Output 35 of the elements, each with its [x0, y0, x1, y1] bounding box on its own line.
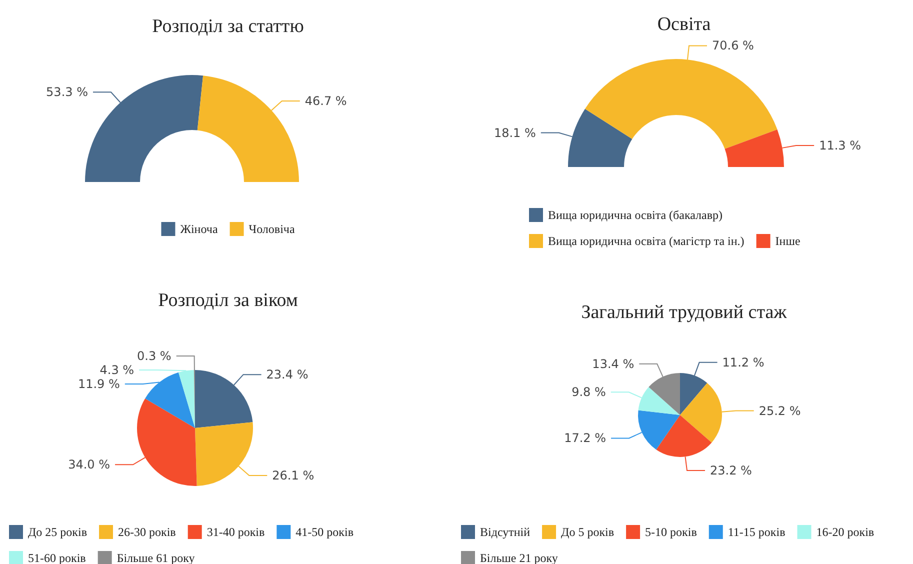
legend-label: 16-20 років: [816, 525, 874, 539]
chart-title: Розподіл за статтю: [152, 16, 304, 37]
data-label: 4.3 %: [100, 363, 134, 378]
data-label: 11.3 %: [819, 138, 862, 152]
legend-label: Вища юридична освіта (магістр та ін.): [548, 234, 744, 248]
data-label: 11.9 %: [78, 377, 120, 392]
data-label: 0.3 %: [137, 349, 172, 364]
legend-label: Жіноча: [180, 222, 218, 236]
chart-title: Загальний трудовий стаж: [581, 302, 788, 323]
data-label: 17.2 %: [564, 431, 606, 446]
data-label: 13.4 %: [592, 356, 634, 371]
legend-label: Інше: [775, 234, 800, 248]
data-label: 23.4 %: [266, 368, 308, 382]
data-label: 53.3 %: [46, 85, 88, 100]
data-label: 70.6 %: [712, 38, 754, 53]
chart-title: Освіта: [657, 14, 712, 35]
data-label: 18.1 %: [494, 126, 536, 140]
data-label: 46.7 %: [304, 94, 347, 108]
legend-label: Чоловіча: [248, 222, 296, 236]
legend-label: 26-30 років: [118, 525, 176, 539]
data-label: 9.8 %: [572, 385, 606, 400]
data-label: 11.2 %: [722, 355, 764, 370]
chart-title: Розподіл за віком: [158, 290, 298, 311]
legend-label: До 5 років: [561, 525, 614, 539]
data-label: 23.2 %: [710, 464, 752, 478]
legend-label: Вища юридична освіта (бакалавр): [548, 208, 723, 222]
legend-label: 41-50 років: [296, 525, 354, 539]
data-label: 26.1 %: [272, 468, 314, 482]
legend-label: 5-10 років: [645, 525, 698, 539]
data-label: 25.2 %: [758, 404, 801, 418]
legend-label: До 25 років: [28, 525, 88, 539]
legend-label: 31-40 років: [206, 525, 265, 539]
data-label: 34.0 %: [68, 458, 110, 472]
legend-label: 11-15 років: [728, 525, 786, 539]
legend-label: Відсутній: [480, 525, 531, 539]
